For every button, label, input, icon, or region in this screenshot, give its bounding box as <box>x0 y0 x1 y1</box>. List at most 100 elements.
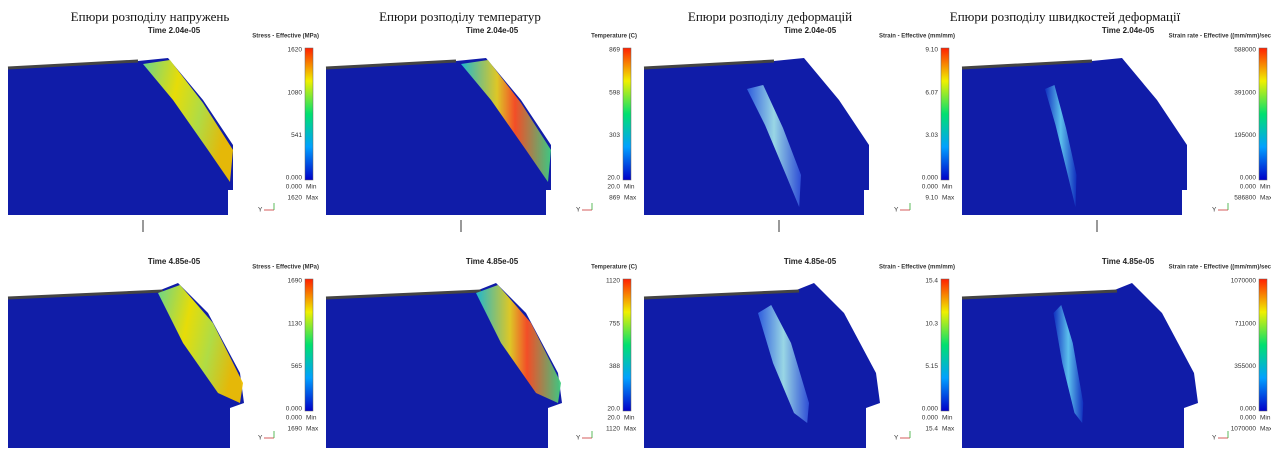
min-value: 0.000 <box>922 184 939 191</box>
tick-label: 869 <box>609 47 620 54</box>
max-value: 15.4 <box>925 426 938 433</box>
legend-title: Strain rate - Effective ((mm/mm)/sec) <box>1169 265 1271 271</box>
axis-label: Y <box>894 207 899 214</box>
axis-label: Y <box>576 207 581 214</box>
tick-label: 1080 <box>288 89 303 96</box>
tick-label: 10.3 <box>925 320 938 327</box>
tick-label: 6.07 <box>925 89 938 96</box>
column-title: Епюри розподілу температур <box>379 9 541 24</box>
panel: Time 4.85e-05 Strain rate - Effective ((m… <box>961 257 1271 448</box>
max-label: Max <box>942 426 955 433</box>
color-bar <box>940 47 950 181</box>
tick-label: 598 <box>609 89 620 96</box>
axis-label: Y <box>258 435 263 442</box>
deformation-zone <box>158 285 243 403</box>
max-value: 9.10 <box>925 195 938 202</box>
tick-label: 1130 <box>288 320 302 327</box>
tick-label: 3.03 <box>925 132 938 139</box>
min-value: 0.000 <box>922 415 939 422</box>
max-label: Max <box>1260 195 1271 202</box>
workpiece <box>644 58 869 215</box>
axis-label: Y <box>1212 435 1217 442</box>
min-label: Min <box>942 415 953 422</box>
tick-label: 15.4 <box>925 278 938 285</box>
max-value: 1120 <box>606 426 620 433</box>
axis-label: Y <box>1212 207 1217 214</box>
legend-title: Strain - Effective (mm/mm) <box>879 34 955 40</box>
time-label: Time 4.85e-05 <box>148 257 201 266</box>
min-label: Min <box>624 184 635 191</box>
tick-label: 9.10 <box>925 47 938 54</box>
deformation-zone <box>461 60 551 182</box>
tick-label: 1620 <box>288 47 303 54</box>
time-label: Time 2.04e-05 <box>148 26 201 35</box>
panel: Time 2.04e-05 Strain - Effective (mm/mm) 9… <box>643 26 955 232</box>
min-label: Min <box>306 184 317 191</box>
min-value: 0.000 <box>286 184 303 191</box>
axis-label: Y <box>576 435 581 442</box>
legend-title: Temperature (C) <box>591 265 637 271</box>
tick-label: 0.000 <box>286 175 303 182</box>
color-bar <box>940 278 950 412</box>
workpiece <box>962 283 1198 448</box>
max-label: Max <box>306 195 319 202</box>
panel: Time 4.85e-05 Strain - Effective (mm/mm) 1… <box>643 257 955 448</box>
tick-label: 391000 <box>1234 89 1256 96</box>
tick-label: 303 <box>609 132 620 139</box>
workpiece-edge <box>961 289 1118 300</box>
tick-label: 20.0 <box>607 406 620 413</box>
tick-label: 755 <box>609 320 620 327</box>
workpiece <box>962 58 1187 215</box>
min-label: Min <box>1260 184 1271 191</box>
legend-title: Strain - Effective (mm/mm) <box>879 265 955 271</box>
min-value: 0.000 <box>1240 184 1257 191</box>
tick-label: 0.000 <box>1240 406 1257 413</box>
min-value: 0.000 <box>286 415 303 422</box>
min-value: 0.000 <box>1240 415 1257 422</box>
min-value: 20.0 <box>607 415 620 422</box>
max-label: Max <box>624 195 637 202</box>
color-bar <box>1258 47 1268 181</box>
tick-label: 0.000 <box>922 406 939 413</box>
tick-label: 388 <box>609 363 620 370</box>
max-value: 1620 <box>288 195 303 202</box>
max-value: 586800 <box>1234 195 1256 202</box>
max-label: Max <box>1260 426 1271 433</box>
panel: Time 2.04e-05 Temperature (C) 869 598 303 20.… <box>325 26 637 232</box>
panel: Time 4.85e-05 Stress - Effective (MPa) 169… <box>7 257 319 448</box>
axis-label: Y <box>894 435 899 442</box>
color-bar <box>304 47 314 181</box>
tick-label: 5.15 <box>925 363 938 370</box>
tick-label: 0.000 <box>922 175 939 182</box>
deformation-zone <box>747 85 801 207</box>
column-title: Епюри розподілу деформацій <box>688 9 852 24</box>
panel: Time 2.04e-05 Stress - Effective (MPa) 162… <box>7 26 319 232</box>
time-label: Time 2.04e-05 <box>1102 26 1155 35</box>
time-label: Time 2.04e-05 <box>466 26 519 35</box>
tick-label: 565 <box>291 363 302 370</box>
max-label: Max <box>624 426 637 433</box>
tick-label: 711000 <box>1235 320 1257 327</box>
tick-label: 0.000 <box>1240 175 1257 182</box>
max-value: 1070000 <box>1231 426 1257 433</box>
panel: Time 4.85e-05 Temperature (C) 1120 755 388 20… <box>325 257 637 448</box>
color-bar <box>1258 278 1268 412</box>
workpiece <box>644 283 880 448</box>
tick-label: 195000 <box>1234 132 1256 139</box>
color-bar <box>304 278 314 412</box>
workpiece-edge <box>7 289 164 300</box>
panel: Time 2.04e-05 Strain rate - Effective ((m… <box>961 26 1271 232</box>
time-label: Time 4.85e-05 <box>466 257 519 266</box>
legend-title: Stress - Effective (MPa) <box>252 34 319 40</box>
max-value: 1690 <box>288 426 303 433</box>
tick-label: 20.0 <box>607 175 620 182</box>
deformation-zone <box>143 60 233 182</box>
column-title: Епюри розподілу швидкостей деформації <box>950 9 1181 24</box>
workpiece-edge <box>325 59 457 70</box>
min-label: Min <box>624 415 635 422</box>
workpiece-edge <box>643 289 800 300</box>
deformation-zone <box>1053 305 1084 423</box>
min-label: Min <box>306 415 317 422</box>
color-bar <box>622 278 632 412</box>
